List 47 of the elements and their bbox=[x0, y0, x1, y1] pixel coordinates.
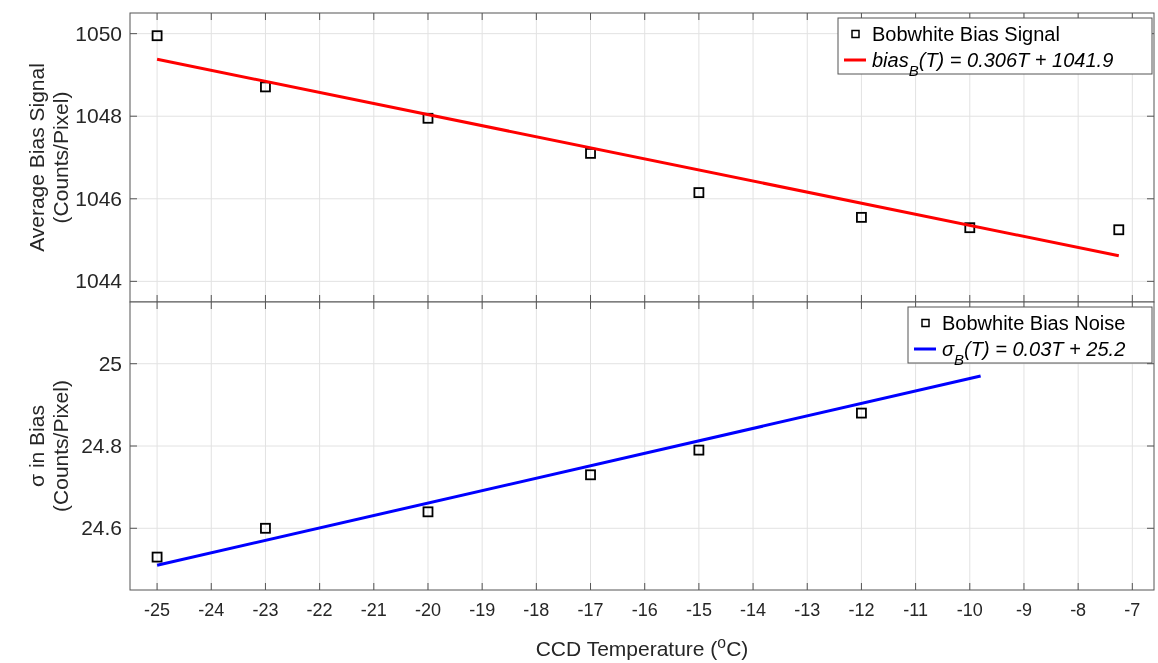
point bbox=[585, 469, 596, 481]
x-tick-label: -12 bbox=[848, 600, 875, 620]
x-tick-label: -23 bbox=[252, 600, 279, 620]
x-tick-label: -19 bbox=[469, 600, 496, 620]
point bbox=[422, 506, 434, 518]
point bbox=[151, 551, 163, 563]
legend-label: Bobwhite Bias Signal bbox=[872, 23, 1060, 45]
point bbox=[585, 147, 596, 159]
point bbox=[693, 444, 705, 456]
x-tick-label: -25 bbox=[144, 600, 171, 620]
x-tick-label: -22 bbox=[306, 600, 333, 620]
point bbox=[964, 222, 976, 234]
y-axis-title: Average Bias Signal (Counts/Pixel) bbox=[25, 63, 72, 252]
point bbox=[151, 30, 163, 42]
x-tick-label: -20 bbox=[414, 600, 441, 620]
legend-label: σ$_{B}$(T) = 0.03T + 25.2 bbox=[942, 338, 1126, 368]
x-tick-label: -21 bbox=[360, 600, 387, 620]
x-tick-label: -8 bbox=[1070, 600, 1087, 620]
y-tick-label: 24.6 bbox=[81, 516, 122, 540]
x-tick-label: -18 bbox=[523, 600, 550, 620]
x-axis-title: CCD Temperature ($^{o}$C) bbox=[535, 633, 749, 660]
y-tick-label: 1050 bbox=[75, 21, 122, 45]
point bbox=[422, 112, 434, 124]
y-tick-label: 1048 bbox=[75, 104, 122, 128]
point bbox=[856, 407, 867, 419]
point bbox=[693, 187, 705, 198]
x-tick-label: -16 bbox=[631, 600, 658, 620]
point bbox=[260, 81, 271, 93]
y-tick-label: 1046 bbox=[75, 186, 122, 210]
x-tick-label: -14 bbox=[740, 600, 767, 620]
y-tick-label: 1044 bbox=[75, 269, 123, 293]
legend-label: Bobwhite Bias Noise bbox=[942, 312, 1126, 334]
y-tick-label: 25 bbox=[98, 351, 122, 375]
legend-label: bias$_{B}$(T) = 0.306T + 1041.9 bbox=[872, 49, 1114, 79]
x-tick-label: -17 bbox=[577, 600, 604, 620]
point bbox=[1113, 224, 1125, 236]
y-axis-title: σ in Bias (Counts/Pixel) bbox=[25, 380, 72, 512]
y-tick-label: 24.8 bbox=[81, 434, 122, 457]
x-tick-label: -9 bbox=[1015, 600, 1032, 620]
point bbox=[856, 211, 867, 223]
x-tick-label: -13 bbox=[794, 600, 821, 620]
x-tick-label: -24 bbox=[198, 600, 225, 620]
x-tick-label: -10 bbox=[956, 600, 983, 620]
point bbox=[260, 522, 271, 534]
x-tick-label: -15 bbox=[685, 600, 712, 620]
x-tick-label: -7 bbox=[1124, 600, 1141, 620]
x-tick-label: -11 bbox=[903, 600, 928, 620]
